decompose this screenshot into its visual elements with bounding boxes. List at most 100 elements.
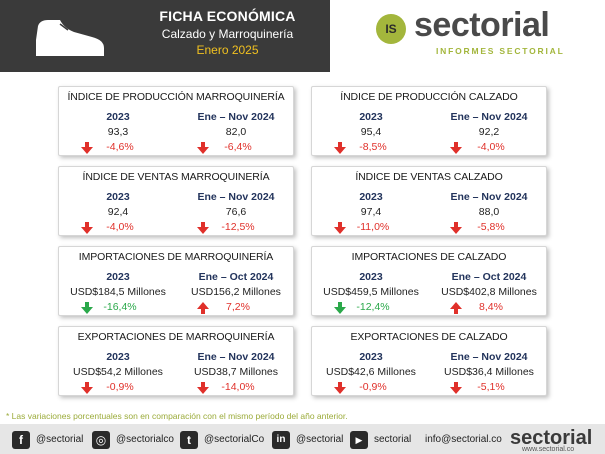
change-value: -4,0% <box>430 141 548 155</box>
arrow-down-icon <box>81 142 93 154</box>
arrow-down-icon <box>81 222 93 234</box>
period-label: 2023 <box>106 351 130 363</box>
report-date: Enero 2025 <box>196 43 259 57</box>
change-value: -16,4% <box>59 301 177 315</box>
indicator-value: USD156,2 Millones <box>191 286 281 298</box>
period-label: Ene – Oct 2024 <box>198 271 274 283</box>
card-column-left: 2023 USD$459,5 Millones -12,4% <box>312 271 430 315</box>
change-text: -11,0% <box>356 221 390 233</box>
change-value: -11,0% <box>312 221 430 235</box>
header-banner: FICHA ECONÓMICA Calzado y Marroquinería … <box>0 0 330 72</box>
indicator-value: 92,2 <box>478 126 500 138</box>
change-value: -5,1% <box>430 381 548 395</box>
arrow-down-icon <box>334 302 346 314</box>
arrow-down-icon <box>450 382 462 394</box>
change-text: -5,8% <box>477 221 505 233</box>
change-text: -0,9% <box>359 381 387 393</box>
indicator-card: EXPORTACIONES DE MARROQUINERÍA 2023 USD$… <box>58 326 294 396</box>
period-label: 2023 <box>359 351 383 363</box>
indicator-value: 92,4 <box>107 206 129 218</box>
page-title: FICHA ECONÓMICA <box>159 8 296 24</box>
change-value: -0,9% <box>59 381 177 395</box>
change-value: -12,5% <box>177 221 295 235</box>
indicator-card: ÍNDICE DE VENTAS MARROQUINERÍA 2023 92,4… <box>58 166 294 236</box>
arrow-down-icon <box>334 382 346 394</box>
card-title: EXPORTACIONES DE MARROQUINERÍA <box>77 331 275 343</box>
card-column-right: Ene – Oct 2024 USD156,2 Millones 7,2% <box>177 271 295 315</box>
indicator-value: 97,4 <box>360 206 382 218</box>
arrow-down-icon <box>81 302 93 314</box>
period-label: 2023 <box>106 111 130 123</box>
period-label: Ene – Nov 2024 <box>197 191 275 203</box>
arrow-up-icon <box>450 302 462 314</box>
change-text: -12,4% <box>356 301 390 313</box>
change-value: -12,4% <box>312 301 430 315</box>
linkedin-icon: in <box>272 431 290 449</box>
footer: f @sectorial ◎ @sectorialco t @sectorial… <box>0 424 605 454</box>
change-text: -0,9% <box>106 381 134 393</box>
card-column-left: 2023 93,3 -4,6% <box>59 111 177 155</box>
arrow-down-icon <box>450 142 462 154</box>
period-label: 2023 <box>106 271 130 283</box>
arrow-down-icon <box>334 222 346 234</box>
facebook-icon: f <box>12 431 30 449</box>
change-value: 8,4% <box>430 301 548 315</box>
change-text: -4,6% <box>106 141 134 153</box>
instagram-icon: ◎ <box>92 431 110 449</box>
card-title: IMPORTACIONES DE MARROQUINERÍA <box>78 251 274 263</box>
period-label: 2023 <box>359 111 383 123</box>
change-text: -8,5% <box>359 141 387 153</box>
card-column-right: Ene – Nov 2024 76,6 -12,5% <box>177 191 295 235</box>
change-text: -4,0% <box>477 141 505 153</box>
twitter-icon: t <box>180 431 198 449</box>
card-column-right: Ene – Nov 2024 82,0 -6,4% <box>177 111 295 155</box>
card-column-right: Ene – Nov 2024 USD38,7 Millones -14,0% <box>177 351 295 395</box>
indicator-value: 95,4 <box>360 126 382 138</box>
card-column-left: 2023 USD$54,2 Millones -0,9% <box>59 351 177 395</box>
shoe-icon <box>36 20 104 56</box>
indicator-value: USD$459,5 Millones <box>323 286 419 298</box>
card-column-right: Ene – Oct 2024 USD$402,8 Millones 8,4% <box>430 271 548 315</box>
indicator-card: EXPORTACIONES DE CALZADO 2023 USD$42,6 M… <box>311 326 547 396</box>
indicator-value: 93,3 <box>107 126 129 138</box>
card-title: EXPORTACIONES DE CALZADO <box>350 331 508 343</box>
change-value: -0,9% <box>312 381 430 395</box>
card-title: IMPORTACIONES DE CALZADO <box>351 251 507 263</box>
footer-brand-url[interactable]: www.sectorial.co <box>522 446 575 453</box>
change-value: -4,6% <box>59 141 177 155</box>
indicator-card: ÍNDICE DE PRODUCCIÓN MARROQUINERÍA 2023 … <box>58 86 294 156</box>
indicator-value: USD$184,5 Millones <box>70 286 166 298</box>
period-label: Ene – Nov 2024 <box>450 111 528 123</box>
indicator-value: USD$42,6 Millones <box>326 366 416 378</box>
card-title: ÍNDICE DE PRODUCCIÓN MARROQUINERÍA <box>67 91 285 103</box>
change-text: -12,5% <box>221 221 255 233</box>
arrow-down-icon <box>197 382 209 394</box>
change-value: -5,8% <box>430 221 548 235</box>
period-label: 2023 <box>106 191 130 203</box>
change-value: -4,0% <box>59 221 177 235</box>
card-column-left: 2023 92,4 -4,0% <box>59 191 177 235</box>
card-column-left: 2023 USD$184,5 Millones -16,4% <box>59 271 177 315</box>
change-value: -14,0% <box>177 381 295 395</box>
change-text: 7,2% <box>226 301 250 313</box>
period-label: Ene – Nov 2024 <box>450 191 528 203</box>
arrow-up-icon <box>197 302 209 314</box>
period-label: 2023 <box>359 191 383 203</box>
logo-tagline: INFORMES SECTORIAL <box>436 46 565 56</box>
page-subtitle: Calzado y Marroquinería <box>161 27 294 41</box>
indicator-value: USD$54,2 Millones <box>73 366 163 378</box>
logo-wordmark: sectorial <box>414 6 550 44</box>
arrow-down-icon <box>197 222 209 234</box>
indicator-value: 76,6 <box>225 206 247 218</box>
footer-email[interactable]: info@sectorial.co <box>425 434 502 445</box>
card-title: ÍNDICE DE VENTAS MARROQUINERÍA <box>82 171 270 183</box>
card-column-left: 2023 95,4 -8,5% <box>312 111 430 155</box>
arrow-down-icon <box>334 142 346 154</box>
youtube-icon: ▶ <box>350 431 368 449</box>
footnote: * Las variaciones porcentuales son en co… <box>6 411 348 421</box>
card-column-right: Ene – Nov 2024 88,0 -5,8% <box>430 191 548 235</box>
indicator-card: IMPORTACIONES DE MARROQUINERÍA 2023 USD$… <box>58 246 294 316</box>
card-title: ÍNDICE DE VENTAS CALZADO <box>355 171 503 183</box>
change-text: -5,1% <box>477 381 505 393</box>
card-column-left: 2023 USD$42,6 Millones -0,9% <box>312 351 430 395</box>
